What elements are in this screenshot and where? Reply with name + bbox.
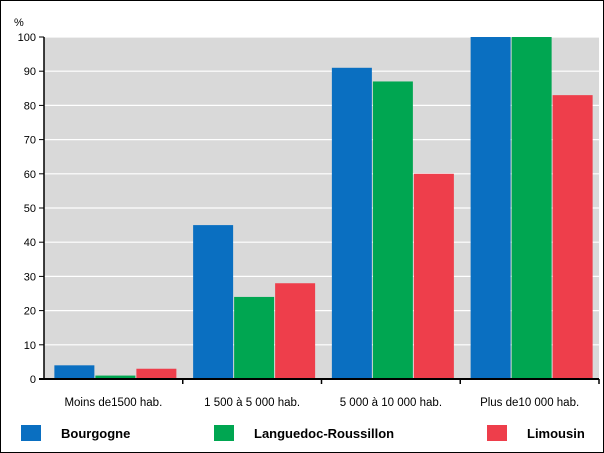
bar	[511, 37, 552, 379]
bar	[54, 365, 95, 379]
bar	[413, 173, 454, 379]
legend-label: Languedoc-Roussillon	[254, 426, 394, 441]
x-tick-labels: Moins de1500 hab. 1 500 à 5 000 hab. 5 000…	[64, 397, 579, 409]
bar	[234, 296, 275, 379]
axes	[39, 36, 600, 384]
y-tick-label: 10	[24, 340, 36, 352]
y-tick-label: 0	[30, 374, 36, 386]
x-tick-label: Plus de10 000 hab.	[480, 397, 579, 409]
bar	[331, 67, 372, 379]
legend-label: Bourgogne	[61, 426, 130, 441]
y-tick-label: 70	[24, 135, 36, 147]
legend-swatch	[487, 425, 507, 441]
y-tick-label: 80	[24, 100, 36, 112]
bar	[193, 225, 234, 379]
bar	[372, 81, 413, 380]
legend-label: Limousin	[527, 426, 585, 441]
x-tick-label: 5 000 à 10 000 hab.	[340, 397, 442, 409]
x-tick-label: Moins de1500 hab.	[64, 397, 162, 409]
bar	[95, 375, 136, 379]
x-tick-label: 1 500 à 5 000 hab.	[204, 397, 300, 409]
y-tick-label: 30	[24, 271, 36, 283]
bars	[54, 37, 593, 380]
y-axis-label: %	[14, 17, 24, 29]
y-tick-labels: 0 10 20 30 40 50 60 70 80 90 100	[18, 32, 36, 386]
y-tick-label: 100	[18, 32, 36, 44]
y-tick-label: 40	[24, 237, 36, 249]
y-tick-label: 60	[24, 169, 36, 181]
legend-swatch	[214, 425, 234, 441]
bar	[136, 368, 177, 379]
y-tick-label: 20	[24, 306, 36, 318]
bar	[275, 283, 316, 379]
bar	[552, 95, 593, 379]
bar	[470, 37, 511, 379]
y-tick-label: 90	[24, 66, 36, 78]
legend-swatch	[21, 425, 41, 441]
y-tick-label: 50	[24, 203, 36, 215]
legend: Bourgogne Languedoc-Roussillon Limousin	[21, 425, 585, 441]
